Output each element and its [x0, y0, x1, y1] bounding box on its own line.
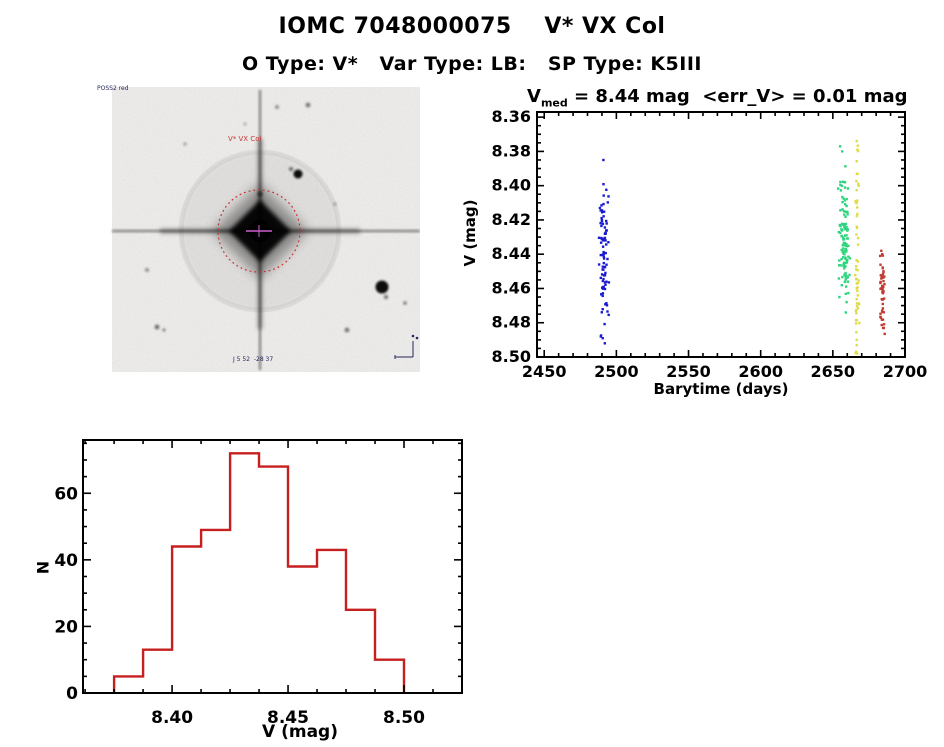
svg-text:8.36: 8.36 [492, 107, 531, 126]
lightcurve-plot: 8.36 8.38 8.40 8.42 8.44 8.46 8.48 8.50 2450 2500… [455, 85, 944, 415]
vmed-subscript: med [540, 96, 568, 110]
svg-text:60: 60 [54, 484, 78, 504]
lightcurve-panel: Vmed = 8.44 mag <err_V> = 0.01 mag 8.36 8… [455, 85, 944, 415]
histogram-panel: 0 20 40 60 8.40 8.45 8.50 N V (mag) [30, 430, 490, 747]
svg-text:2700: 2700 [883, 362, 928, 381]
target-label: V* VX Col [228, 135, 262, 143]
svg-text:8.44: 8.44 [492, 244, 531, 263]
svg-text:8.42: 8.42 [492, 210, 531, 229]
lightcurve-xlabel: Barytime (days) [653, 380, 789, 398]
lightcurve-title: Vmed = 8.44 mag <err_V> = 0.01 mag [527, 86, 907, 110]
vmed-symbol: V [527, 86, 541, 107]
histogram-bars [112, 452, 406, 693]
svg-text:2450: 2450 [522, 362, 567, 381]
hist-axis-ticks [83, 440, 462, 694]
histogram-ylabel: N [33, 560, 53, 575]
star-field-panel: POSS2 red V* VX Col J 5 52 -28 37 [95, 84, 420, 374]
field-stars [145, 102, 407, 333]
hist-axes-box [82, 439, 463, 694]
svg-text:8.40: 8.40 [492, 176, 531, 195]
lc-axes-box [536, 111, 906, 358]
svg-text:8.48: 8.48 [492, 313, 531, 332]
compass-icon [394, 334, 419, 359]
series-epoch-4-red [879, 249, 886, 336]
svg-text:8.38: 8.38 [492, 141, 531, 160]
lc-axis-ticks [537, 112, 906, 358]
page-title: IOMC 7048000075 V* VX Col [278, 14, 666, 39]
svg-text:8.50: 8.50 [383, 708, 425, 728]
series-epoch-1-blue [597, 158, 611, 345]
svg-text:8.45: 8.45 [267, 708, 309, 728]
svg-text:0: 0 [66, 684, 78, 704]
star-field-image [112, 87, 420, 372]
svg-text:8.50: 8.50 [492, 347, 531, 366]
svg-text:40: 40 [54, 551, 78, 571]
svg-text:2500: 2500 [594, 362, 639, 381]
vmed-value-text: = 8.44 mag <err_V> = 0.01 mag [567, 86, 908, 107]
page-subtitle: O Type: V* Var Type: LB: SP Type: K5III [241, 53, 702, 75]
histogram-xlabel: V (mag) [262, 722, 338, 742]
svg-text:2650: 2650 [811, 362, 856, 381]
target-aperture-circle [217, 189, 301, 273]
survey-caption: POSS2 red [97, 85, 129, 92]
histogram-plot: 0 20 40 60 8.40 8.45 8.50 [30, 430, 490, 747]
lightcurve-ylabel: V (mag) [461, 199, 479, 267]
series-epoch-3-yellow [854, 139, 861, 355]
coords-caption: J 5 52 -28 37 [233, 356, 274, 363]
svg-text:8.40: 8.40 [151, 708, 193, 728]
svg-text:8.46: 8.46 [492, 279, 531, 298]
hist-tick-labels: 0 20 40 60 8.40 8.45 8.50 [54, 484, 425, 728]
svg-text:2550: 2550 [666, 362, 711, 381]
series-epoch-2-green [836, 145, 851, 314]
target-crosshair [246, 225, 272, 237]
svg-text:2600: 2600 [738, 362, 783, 381]
svg-text:20: 20 [54, 617, 78, 637]
